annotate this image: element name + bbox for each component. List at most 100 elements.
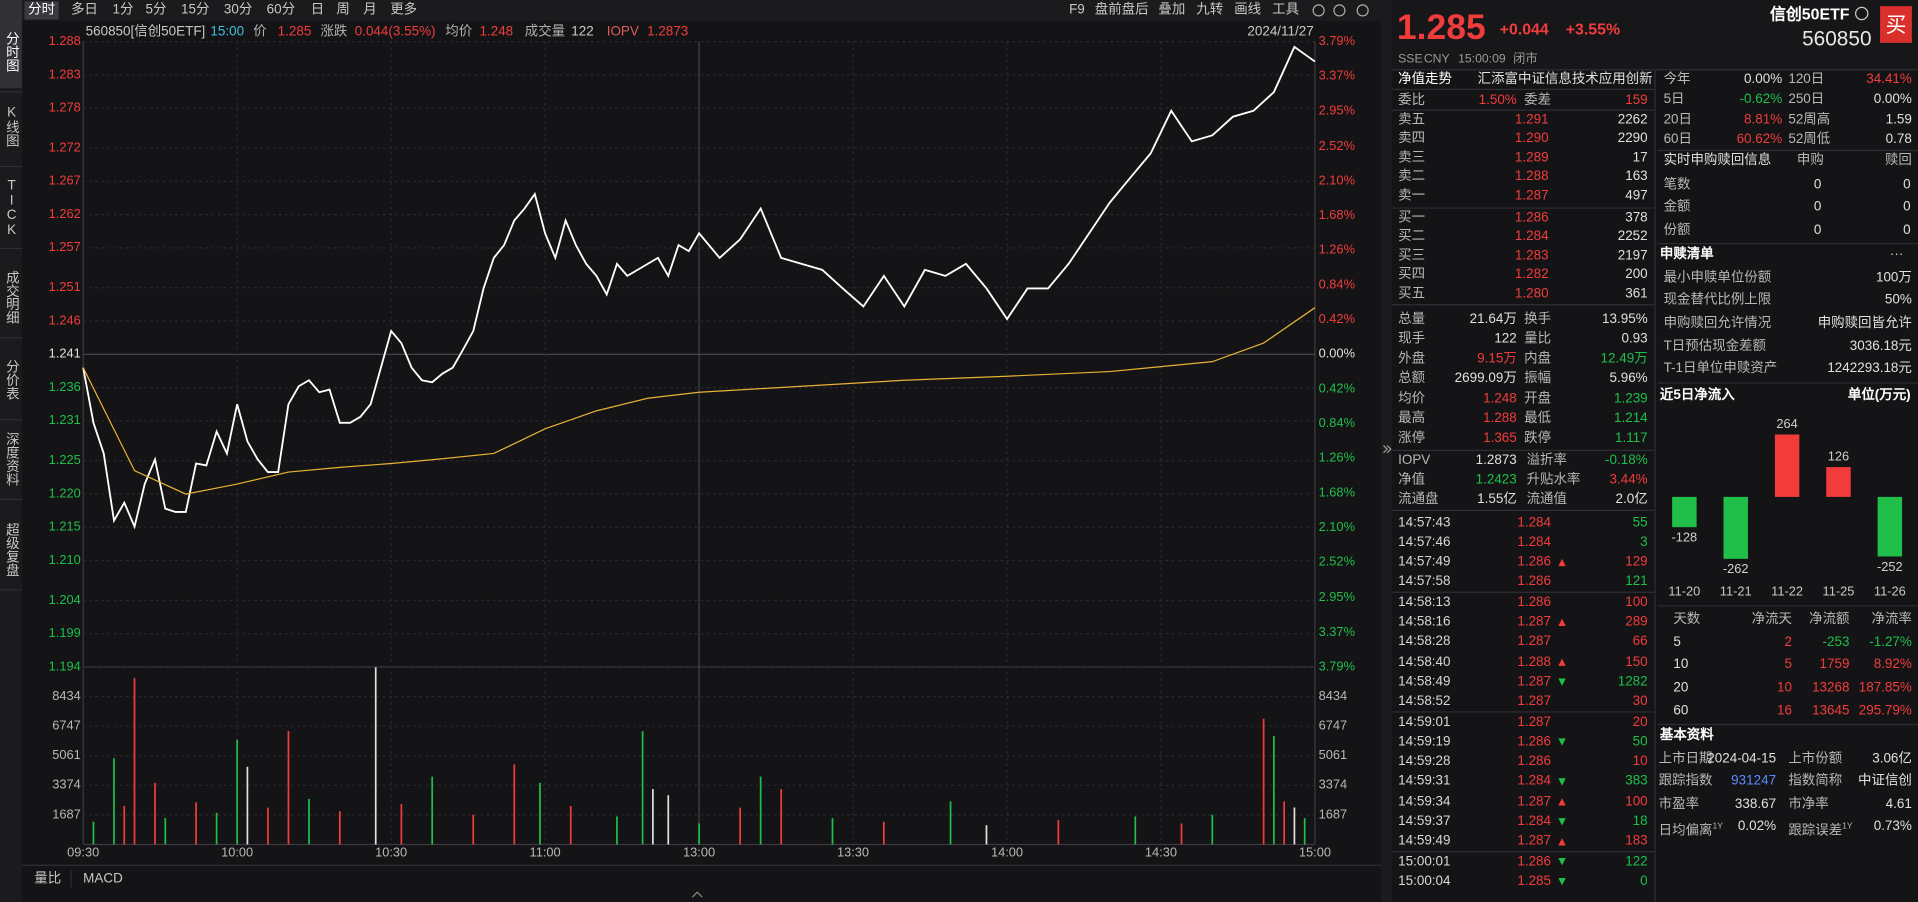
side-tab[interactable]: 成交明细 [4, 270, 19, 325]
nav-tab[interactable]: 净值走势 [1398, 71, 1452, 87]
basic-value: 0.02% [1737, 818, 1777, 834]
y-tick-label: 1.199 [49, 625, 81, 640]
trade-time: 14:58:16 [1398, 614, 1451, 630]
y-tick-label: 1.251 [49, 279, 81, 294]
order-price: 1.287 [1514, 188, 1549, 204]
info-change: 0.044(3.55%) [354, 23, 436, 39]
side-tab[interactable]: K线图 [4, 105, 19, 147]
list-value: 50% [1884, 292, 1912, 308]
stat-value: 1.214 [1613, 411, 1648, 426]
side-tab[interactable]: 分价表 [4, 359, 19, 400]
order-price: 1.286 [1514, 209, 1549, 225]
indicator-tab[interactable]: MACD [83, 870, 123, 886]
stat-value: 2.0亿 [1615, 492, 1648, 507]
volume-bar [92, 821, 95, 845]
trade-time: 14:59:37 [1398, 813, 1451, 829]
tool-button[interactable]: 工具 [1272, 2, 1300, 18]
stat-label: 换手 [1524, 311, 1552, 327]
stat-value: 12.49万 [1600, 351, 1648, 367]
stat-value: 1.2873 [1475, 452, 1517, 467]
flow-header: 净流额 [1809, 611, 1850, 627]
side-tab[interactable]: 深度资料 [4, 432, 19, 486]
indicator-tab[interactable]: 量比 [34, 870, 62, 886]
period-tab[interactable]: 更多 [390, 2, 418, 18]
list-label: 最小申赎单位份额 [1663, 269, 1772, 285]
trade-price: 1.286 [1517, 574, 1552, 590]
period-tab[interactable]: 60分 [266, 2, 296, 18]
x-tick-label: 09:30 [67, 844, 99, 859]
basic-label: 上市份额 [1788, 750, 1843, 766]
tool-button[interactable]: 盘前盘后 [1094, 2, 1149, 18]
volume-bar [882, 821, 885, 845]
period-value: 0.00% [1873, 91, 1912, 107]
period-tab[interactable]: 15分 [181, 2, 210, 18]
fund-name: 信创50ETF [1769, 4, 1850, 23]
period-tab[interactable]: 5分 [145, 2, 167, 18]
stat-value: 3.44% [1609, 472, 1648, 487]
volume-bar [949, 801, 952, 845]
bar-value: -252 [1877, 559, 1903, 574]
creation-value: 0 [1903, 222, 1911, 238]
creation-value: 0 [1813, 199, 1822, 215]
vol-tick-label: 6747 [52, 718, 81, 733]
list-more[interactable]: ··· [1889, 246, 1904, 262]
volume-bar [985, 825, 988, 845]
tool-button[interactable]: 九转 [1196, 2, 1224, 18]
volume-bar [1262, 718, 1265, 845]
list-value: 申购赎回皆允许 [1817, 315, 1912, 331]
trade-price: 1.284 [1517, 813, 1552, 829]
quote-meta: SSE [1398, 52, 1423, 67]
order-price: 1.289 [1514, 150, 1549, 165]
vol-tick-label: 6747 [1319, 718, 1348, 733]
tool-button[interactable]: F9 [1069, 2, 1085, 18]
flow-cell: 16 [1777, 703, 1793, 718]
side-tab[interactable]: TICK [4, 178, 19, 238]
tool-icon [1312, 4, 1325, 17]
tool-button[interactable]: 画线 [1234, 2, 1262, 18]
flow-cell: 60 [1673, 703, 1689, 718]
y2-tick-label: 2.95% [1319, 102, 1355, 117]
period-tab[interactable]: 多日 [70, 2, 98, 18]
basic-value: 2024-04-15 [1707, 750, 1777, 766]
order-label: 卖五 [1398, 111, 1426, 127]
stat-value: 1.248 [1483, 391, 1517, 406]
period-tab[interactable]: 1分 [112, 2, 134, 18]
y2-tick-label: 0.00% [1319, 346, 1355, 361]
order-price: 1.290 [1514, 131, 1549, 146]
stat-value: 122 [1494, 331, 1517, 347]
period-tab[interactable]: 周 [336, 2, 350, 18]
trade-time: 14:59:49 [1398, 833, 1451, 849]
order-price: 1.280 [1514, 286, 1549, 301]
flow-cell: 8.92% [1873, 657, 1912, 673]
y-tick-label: 1.220 [49, 485, 81, 500]
basic-value: 0.73% [1873, 818, 1912, 834]
volume-bar [667, 795, 670, 845]
volume-bar [400, 804, 403, 845]
period-tab[interactable]: 月 [363, 2, 377, 18]
side-tab[interactable]: 分时图 [4, 31, 19, 72]
period-tab[interactable]: 日 [310, 2, 325, 18]
flow-cell: -1.27% [1869, 634, 1912, 650]
basic-value: 中证信创 [1858, 773, 1912, 789]
basic-value: 931247 [1731, 773, 1777, 789]
quote-bg [1392, 0, 1918, 70]
order-label: 买一 [1398, 209, 1426, 225]
y-tick-label: 1.278 [49, 100, 81, 115]
y2-tick-label: 2.52% [1319, 138, 1355, 153]
trade-time: 14:58:28 [1398, 634, 1451, 650]
order-price: 1.291 [1514, 111, 1549, 127]
side-tab[interactable]: 超级复盘 [4, 522, 19, 577]
info-avg-label: 均价 [445, 23, 473, 39]
buy-button[interactable]: 买 [1885, 12, 1907, 37]
tool-button[interactable]: 叠加 [1158, 2, 1186, 18]
period-tab[interactable]: 30分 [223, 2, 253, 18]
volume-bar [739, 807, 741, 845]
order-label: 卖三 [1398, 150, 1426, 165]
info-price: 1.285 [277, 23, 312, 39]
quote-meta: CNY [1423, 52, 1450, 67]
period-value: 60.62% [1736, 132, 1783, 147]
flow-cell: 13645 [1812, 703, 1850, 718]
volume-bar [338, 811, 341, 845]
vol-tick-label: 8434 [52, 688, 81, 703]
period-tab[interactable]: 分时 [24, 1, 59, 20]
